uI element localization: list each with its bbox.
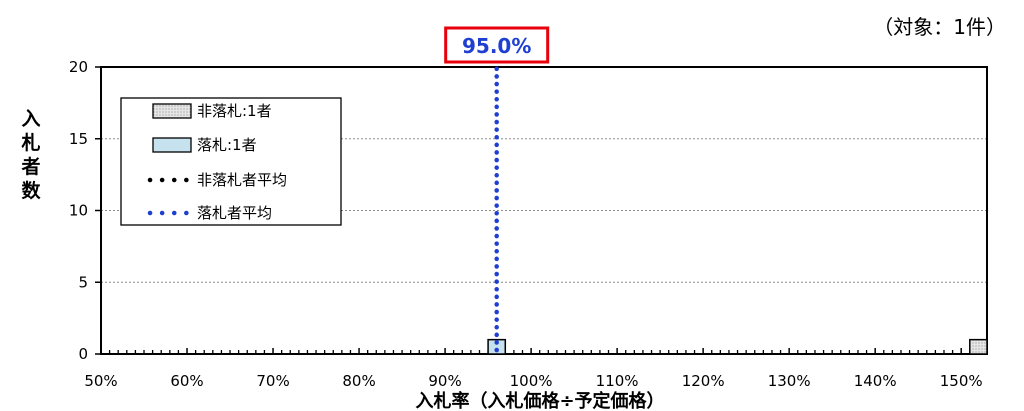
x-tick-label-70: 70% — [256, 372, 289, 390]
bar-series-1 — [487, 338, 507, 355]
y-tick-label-20: 20 — [69, 58, 88, 76]
y-axis-label-char: 札 — [20, 131, 40, 154]
x-tick-label-140: 140% — [854, 372, 897, 390]
average-annotation: 95.0% — [444, 26, 550, 64]
target-count-note: （対象：1件） — [873, 15, 1006, 39]
legend-box — [120, 97, 342, 226]
x-tick-label-100: 100% — [510, 372, 553, 390]
annotation-box — [444, 26, 550, 64]
legend-label-2: 非落札者平均 — [197, 171, 287, 189]
x-axis-ticks: 50% 60% 70% 80% 90% 100% 110% 120% 130% 140% 150% — [84, 348, 983, 390]
legend-label-3: 落札者平均 — [197, 204, 272, 222]
y-tick-label-15: 15 — [69, 130, 88, 148]
y-axis-ticks: 0 5 10 15 20 — [69, 58, 101, 363]
legend-label-1: 落札:1者 — [197, 136, 257, 154]
x-tick-label-150: 150% — [940, 372, 983, 390]
y-axis-label-char: 入 — [21, 108, 40, 130]
y-axis-label: 入札者数 — [20, 108, 41, 202]
x-tick-label-130: 130% — [768, 372, 811, 390]
x-tick-label-80: 80% — [342, 372, 375, 390]
y-axis-label-char: 者 — [21, 156, 40, 178]
x-tick-label-60: 60% — [170, 372, 203, 390]
x-tick-label-90: 90% — [428, 372, 461, 390]
x-axis-minor-ticks — [108, 350, 980, 354]
legend-swatch-1 — [152, 137, 192, 153]
legend-swatch-0 — [152, 103, 192, 119]
x-tick-label-50: 50% — [84, 372, 117, 390]
y-axis-label-char: 数 — [21, 179, 41, 202]
x-axis-label: 入札率（入札価格÷予定価格） — [415, 390, 664, 411]
x-tick-label-120: 120% — [682, 372, 725, 390]
x-tick-label-110: 110% — [596, 372, 639, 390]
legend-label-0: 非落札:1者 — [197, 102, 272, 120]
annotation-label: 95.0% — [462, 34, 531, 58]
y-tick-label-5: 5 — [78, 273, 88, 291]
y-tick-label-10: 10 — [69, 202, 88, 220]
bar-series-0 — [969, 338, 988, 355]
bars — [487, 338, 988, 355]
y-tick-label-0: 0 — [78, 345, 88, 363]
